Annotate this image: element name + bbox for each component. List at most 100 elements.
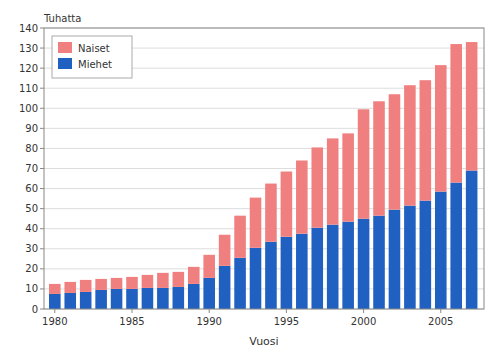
bar-segment [327,225,339,309]
y-tick [40,309,44,310]
y-tick [40,248,44,249]
bar-segment [126,289,138,309]
y-tick [40,228,44,229]
y-tick-label: 40 [25,223,38,234]
bar-segment [64,293,76,309]
grid-line [44,248,484,249]
bar-segment [342,222,354,309]
grid-line [44,188,484,189]
y-tick [40,268,44,269]
y-tick-label: 10 [25,283,38,294]
grid-line [44,128,484,129]
x-tick-label: 1980 [42,316,67,327]
bar-segment [435,192,447,309]
y-tick [40,288,44,289]
bar-segment [157,273,169,288]
grid-line [44,228,484,229]
x-tick [54,309,55,313]
bar-segment [234,258,246,309]
bar-segment [111,278,123,289]
x-tick-label: 1985 [119,316,144,327]
bar-segment [265,184,277,242]
bar-segment [142,288,154,309]
bar-segment [281,237,293,309]
y-tick-label: 130 [19,43,38,54]
bar-segment [450,44,462,182]
bar-segment [389,210,401,309]
grid-line [44,288,484,289]
grid-line [44,268,484,269]
bar-segment [358,219,370,309]
x-tick-label: 2000 [351,316,376,327]
legend-swatch [58,42,72,53]
bar-segment [80,280,92,292]
y-tick-label: 30 [25,243,38,254]
grid-line [44,108,484,109]
bar-segment [203,278,215,309]
y-tick [40,188,44,189]
bars [49,42,477,309]
bar-segment [389,94,401,209]
x-axis-label: Vuosi [249,335,278,348]
y-tick-label: 100 [19,103,38,114]
y-tick [40,28,44,29]
y-tick [40,128,44,129]
y-tick [40,88,44,89]
chart-container: 0102030405060708090100110120130140198019… [0,0,498,353]
x-tick-label: 1995 [274,316,299,327]
y-tick-label: 0 [32,304,38,315]
y-tick-label: 110 [19,83,38,94]
x-tick-label: 1990 [196,316,221,327]
legend-label: Naiset [78,43,110,54]
legend: NaisetMiehet [52,36,132,78]
bar-segment [219,266,231,309]
x-tick [209,309,210,313]
bar-segment [188,284,200,309]
bar-segment [95,290,107,309]
bar-segment [203,255,215,278]
bar-segment [466,42,478,170]
y-tick-label: 70 [25,163,38,174]
bar-segment [157,288,169,309]
y-tick [40,48,44,49]
bar-segment [173,272,185,287]
y-tick-label: 140 [19,23,38,34]
bar-segment [64,282,76,293]
bar-segment [435,65,447,191]
bar-segment [49,284,61,294]
plot-frame [44,28,484,309]
y-tick-label: 80 [25,143,38,154]
bar-segment [250,248,262,309]
y-tick-label: 120 [19,63,38,74]
bar-segment [404,206,416,309]
y-axis-label: Tuhatta [43,13,81,24]
bar-segment [111,289,123,309]
y-tick [40,108,44,109]
y-axis: 0102030405060708090100110120130140 [19,23,44,315]
x-tick-label: 2005 [428,316,453,327]
bar-segment [281,172,293,237]
x-tick [363,309,364,313]
bar-segment [358,109,370,218]
bar-segment [311,228,323,309]
bar-segment [311,147,323,227]
x-tick [132,309,133,313]
bar-segment [234,216,246,258]
bar-segment [250,198,262,248]
bar-segment [450,183,462,309]
bar-segment [142,275,154,288]
bar-segment [126,277,138,289]
bar-segment [296,234,308,309]
bar-segment [80,292,92,309]
x-tick [440,309,441,313]
y-tick [40,148,44,149]
bar-segment [327,138,339,224]
legend-swatch [58,58,72,69]
x-tick [286,309,287,313]
y-tick-label: 20 [25,263,38,274]
bar-segment [404,85,416,205]
grid-line [44,168,484,169]
y-tick [40,208,44,209]
grid-line [44,208,484,209]
bar-segment [373,216,385,309]
